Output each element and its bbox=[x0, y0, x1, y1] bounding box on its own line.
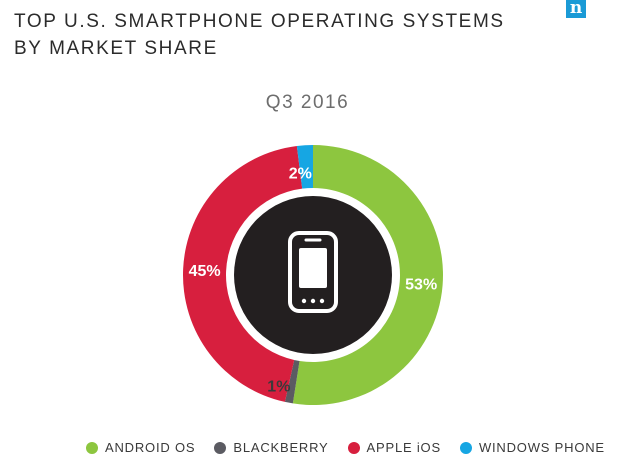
legend-item-android-os: ANDROID OS bbox=[86, 440, 195, 455]
legend-item-blackberry: BLACKBERRY bbox=[214, 440, 328, 455]
legend-swatch bbox=[459, 441, 472, 454]
legend-label: ANDROID OS bbox=[105, 440, 196, 455]
legend-swatch bbox=[347, 441, 360, 454]
slice-android-os bbox=[292, 145, 443, 406]
legend-label: WINDOWS PHONE bbox=[478, 440, 605, 455]
slice-label-apple-ios: 45% bbox=[189, 263, 221, 280]
slice-windows-phone bbox=[296, 145, 313, 189]
legend-item-windows-phone: WINDOWS PHONE bbox=[459, 440, 605, 455]
slice-label-windows-phone: 2% bbox=[289, 166, 312, 183]
legend-swatch bbox=[86, 441, 98, 454]
smartphone-icon bbox=[288, 231, 338, 313]
legend-item-apple-ios: APPLE iOS bbox=[347, 440, 441, 455]
nielsen-logo-icon: n bbox=[566, 0, 586, 18]
chart-subtitle: Q3 2016 bbox=[265, 92, 350, 113]
slice-blackberry bbox=[284, 359, 300, 404]
chart-title: TOP U.S. SMARTPHONE OPERATING SYSTEMS BY… bbox=[14, 8, 505, 62]
chart-title-line-2: BY MARKET SHARE bbox=[14, 38, 218, 59]
legend-label: APPLE iOS bbox=[366, 440, 441, 455]
slice-label-blackberry: 1% bbox=[267, 379, 290, 396]
chart-legend: ANDROID OS BLACKBERRY APPLE iOS WINDOWS PHO… bbox=[86, 440, 624, 455]
slice-apple-ios bbox=[182, 146, 303, 402]
chart-title-line-1: TOP U.S. SMARTPHONE OPERATING SYSTEMS bbox=[14, 11, 505, 32]
legend-swatch bbox=[214, 441, 227, 454]
slice-label-android-os: 53% bbox=[405, 276, 437, 293]
legend-label: BLACKBERRY bbox=[233, 440, 329, 455]
